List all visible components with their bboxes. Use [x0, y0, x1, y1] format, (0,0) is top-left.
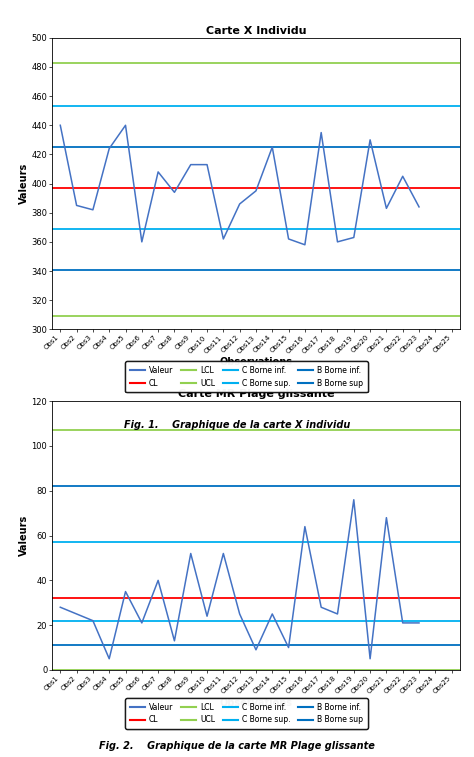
Title: Carte MR Plage glissante: Carte MR Plage glissante	[178, 389, 334, 399]
Text: Fig. 2.    Graphique de la carte MR Plage glissante: Fig. 2. Graphique de la carte MR Plage g…	[99, 741, 375, 751]
Y-axis label: Valeurs: Valeurs	[19, 515, 29, 556]
Title: Carte X Individu: Carte X Individu	[206, 26, 306, 36]
Text: Fig. 1.    Graphique de la carte X individu: Fig. 1. Graphique de la carte X individu	[124, 420, 350, 430]
X-axis label: Observations: Observations	[219, 357, 292, 367]
X-axis label: Observations: Observations	[219, 698, 292, 708]
Legend: Valeur, CL, LCL, UCL, C Borne inf., C Borne sup., B Borne inf., B Borne sup: Valeur, CL, LCL, UCL, C Borne inf., C Bo…	[125, 361, 368, 392]
Legend: Valeur, CL, LCL, UCL, C Borne inf., C Borne sup., B Borne inf., B Borne sup: Valeur, CL, LCL, UCL, C Borne inf., C Bo…	[125, 698, 368, 729]
Y-axis label: Valeurs: Valeurs	[18, 163, 28, 204]
